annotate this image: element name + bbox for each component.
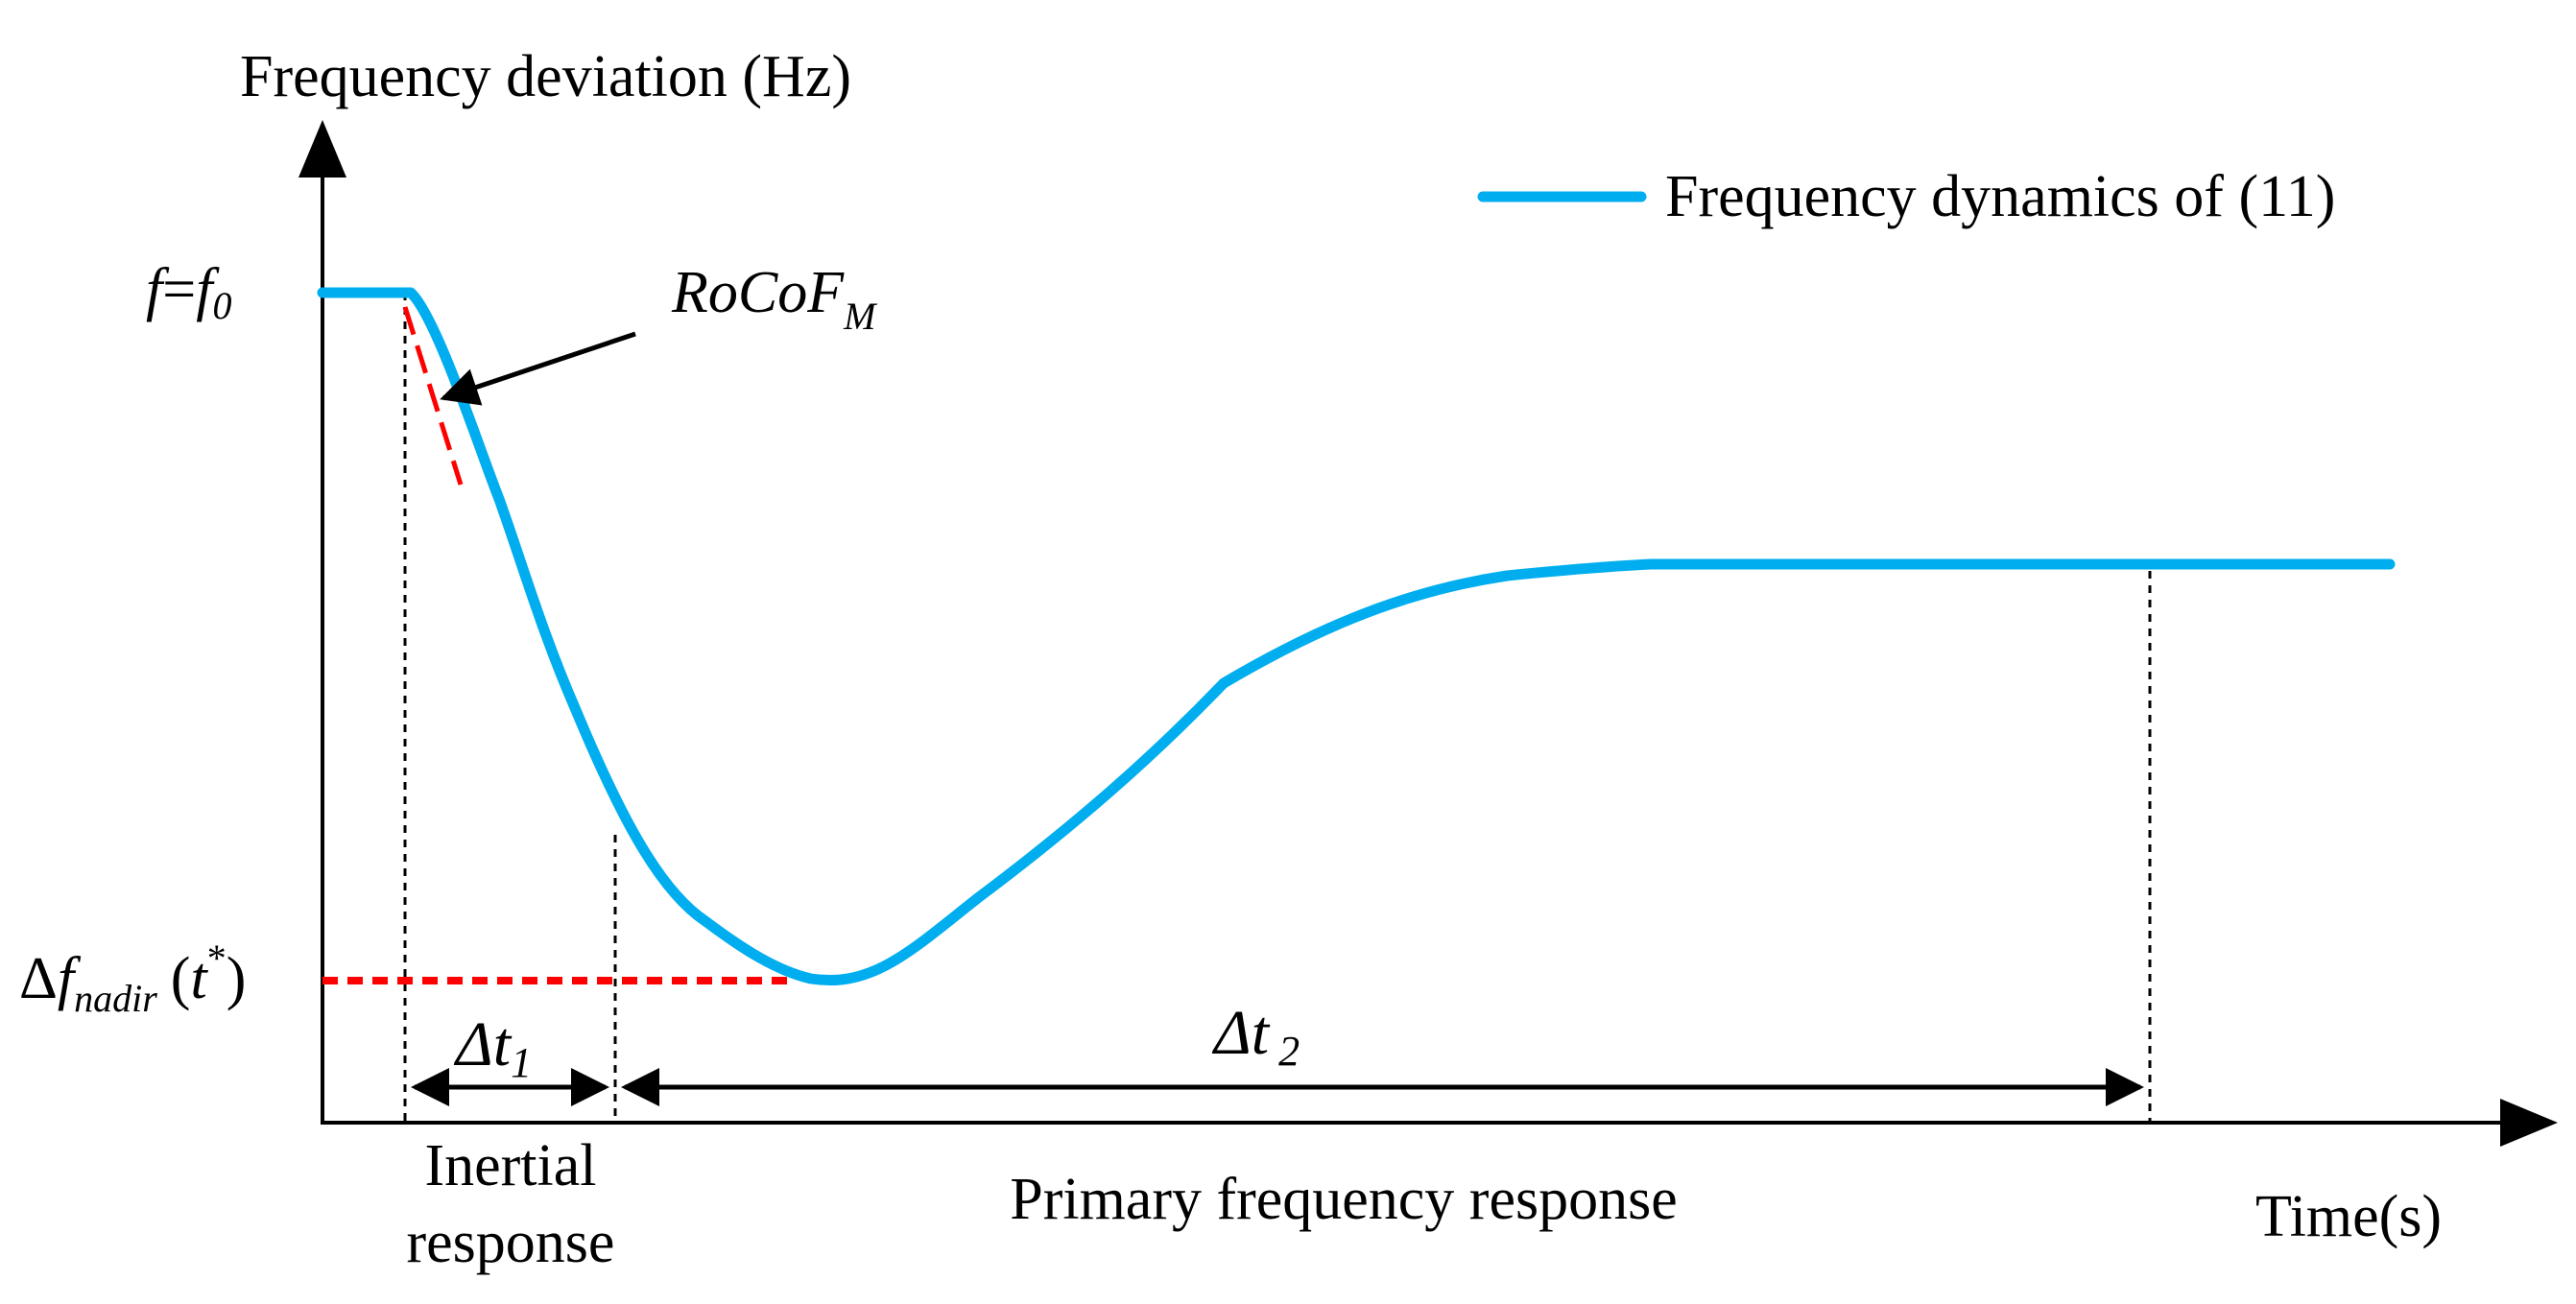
- svg-text:RoCoFM: RoCoFM: [671, 260, 878, 338]
- y-axis-title: Frequency deviation (Hz): [240, 44, 851, 109]
- label-primary-frequency-response: Primary frequency response: [1010, 1167, 1678, 1232]
- y-axis-arrowhead: [298, 120, 346, 178]
- label-rocof-m: RoCoFM: [671, 260, 878, 338]
- svg-text:f=f0: f=f0: [146, 257, 231, 327]
- svg-text:Δfnadir(t*): Δfnadir (t*): [19, 937, 246, 1020]
- svg-text:Δt2: Δt 2: [1211, 998, 1300, 1075]
- x-axis-title: Time(s): [2255, 1184, 2442, 1249]
- label-delta-t1: Δt1: [453, 1009, 532, 1086]
- legend-label: Frequency dynamics of (11): [1665, 164, 2335, 229]
- label-delta-t2: Δt 2: [1211, 998, 1300, 1075]
- label-delta-f-nadir: Δfnadir (t*): [19, 937, 246, 1020]
- rocof-tangent-line: [402, 306, 464, 486]
- label-f-equals-f0: f=f0: [146, 257, 231, 327]
- frequency-curve: [317, 287, 2396, 985]
- label-inertial-response-line2: response: [407, 1210, 615, 1275]
- x-axis-arrowhead: [2500, 1099, 2558, 1147]
- rocof-pointer-arrow: [440, 331, 636, 406]
- label-inertial-response-line1: Inertial: [424, 1133, 596, 1198]
- svg-text:Δt1: Δt1: [453, 1009, 532, 1086]
